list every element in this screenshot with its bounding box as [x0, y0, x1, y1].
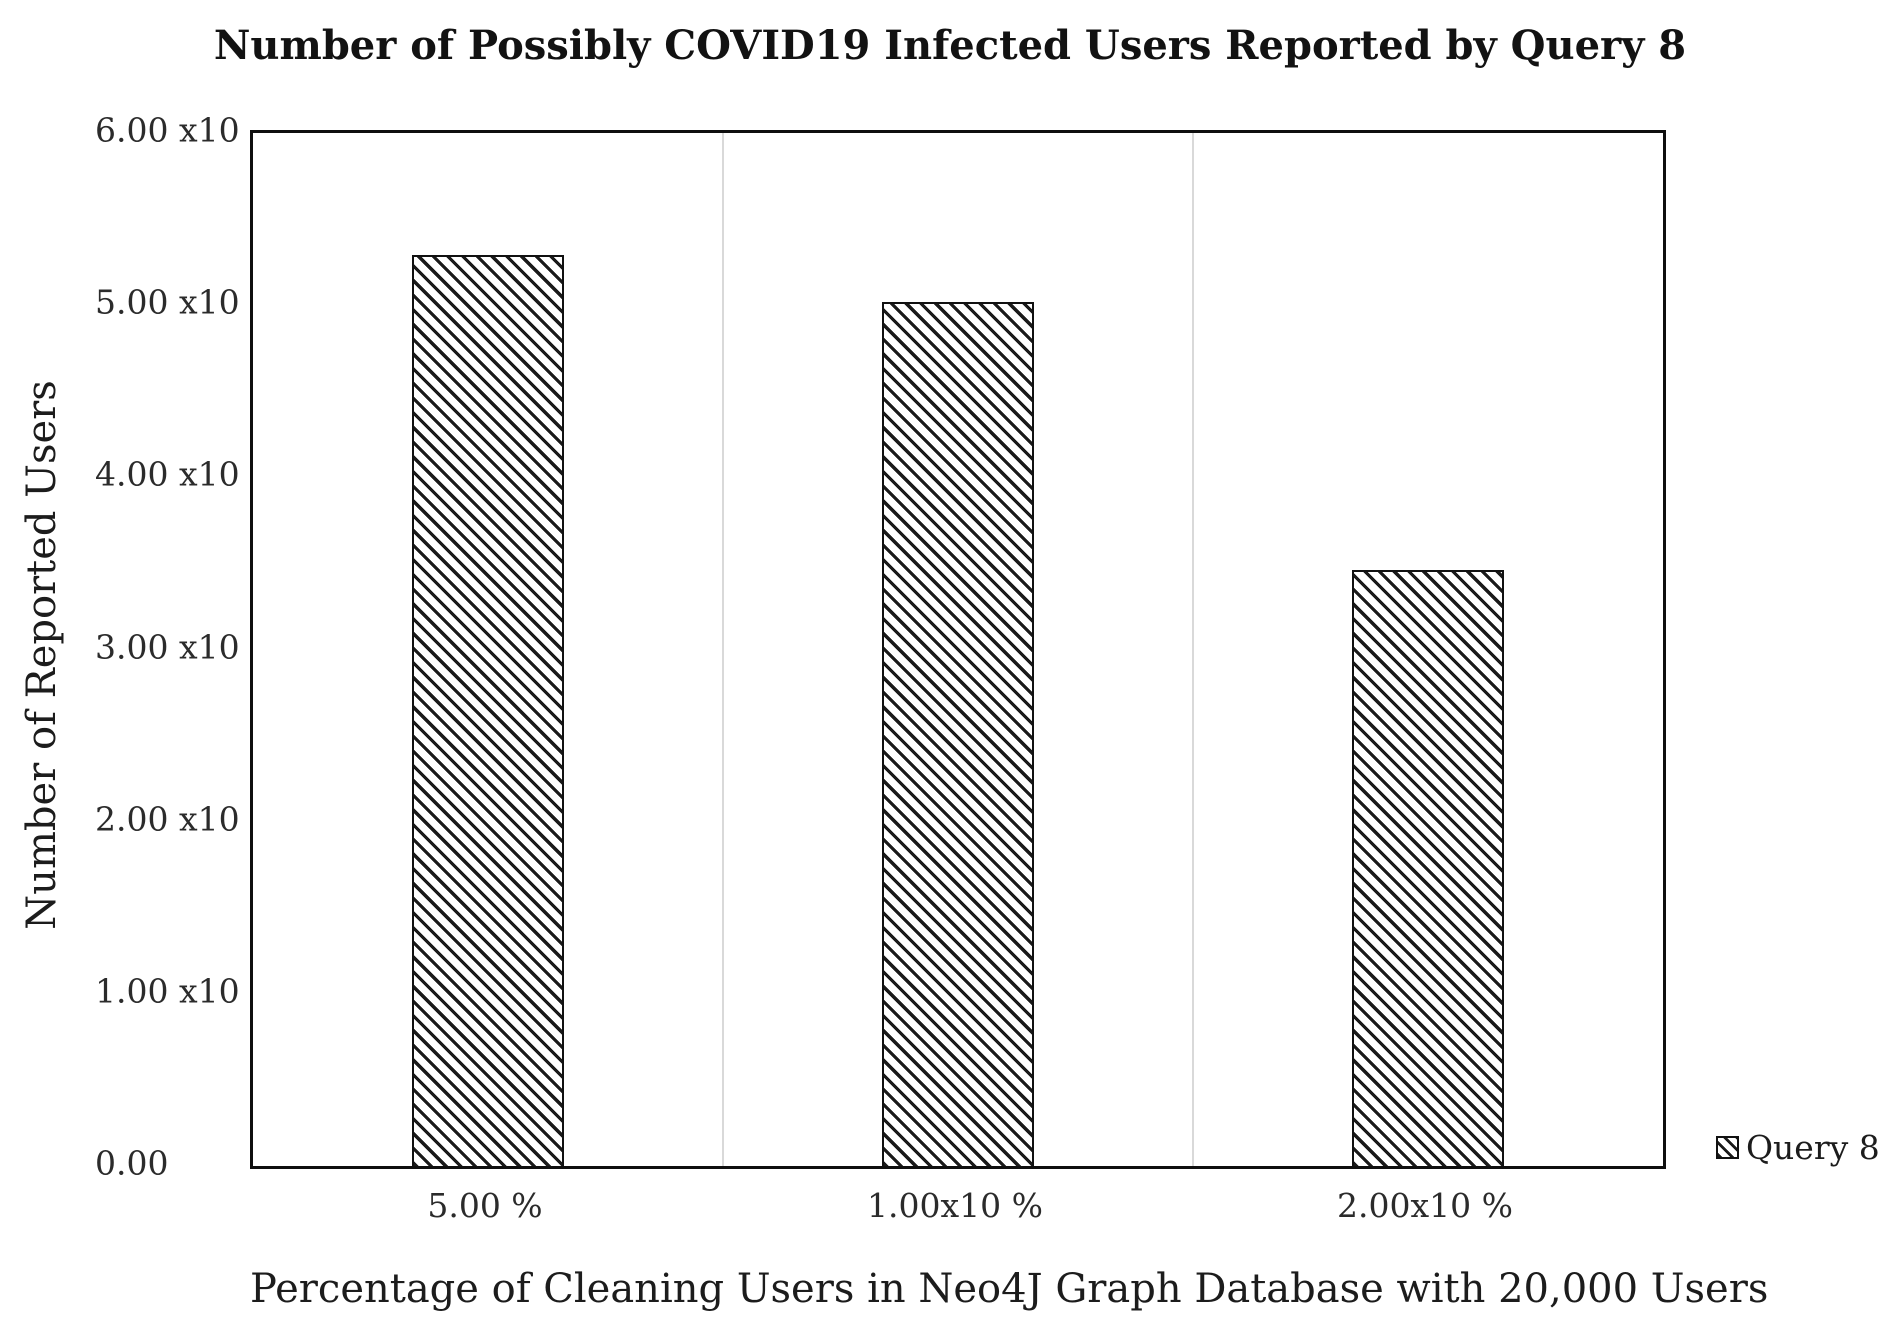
y-tick-label: 5.00 x10 — [95, 282, 240, 322]
plot-area — [250, 130, 1666, 1169]
category-gridline — [1192, 133, 1194, 1166]
y-tick-label: 2.00 x10 — [95, 799, 240, 839]
chart-title: Number of Possibly COVID19 Infected User… — [213, 22, 1687, 69]
hatched-square-legend-icon — [1716, 1136, 1739, 1159]
x-tick-label: 5.00 % — [427, 1186, 543, 1225]
y-tick-label: 4.00 x10 — [95, 454, 240, 494]
legend-label: Query 8 — [1746, 1128, 1880, 1167]
y-tick-label: 3.00 x10 — [95, 627, 240, 666]
x-tick-label: 1.00x10 % — [867, 1186, 1043, 1225]
category-gridline — [721, 133, 724, 1166]
y-tick-label: 1.00 x10 — [95, 971, 240, 1011]
legend: Query 8 — [1716, 1128, 1880, 1167]
x-axis-title: Percentage of Cleaning Users in Neo4J Gr… — [250, 1266, 1769, 1312]
y-axis-tick-labels: 6.00 x10 5.00 x10 4.00 x10 3.00 x10 2.00… — [0, 111, 240, 1183]
y-tick-label: 6.00 x10 — [95, 110, 240, 150]
y-tick-label: 0.00 — [95, 1143, 169, 1183]
x-tick-label: 2.00x10 % — [1337, 1186, 1513, 1225]
x-axis-tick-labels: 5.00 % 1.00x10 % 2.00x10 % — [250, 1166, 1660, 1226]
bar-1.00x10pct — [882, 301, 1034, 1166]
bar-2.00x10pct — [1351, 570, 1504, 1166]
bar-5.00pct — [412, 255, 564, 1166]
